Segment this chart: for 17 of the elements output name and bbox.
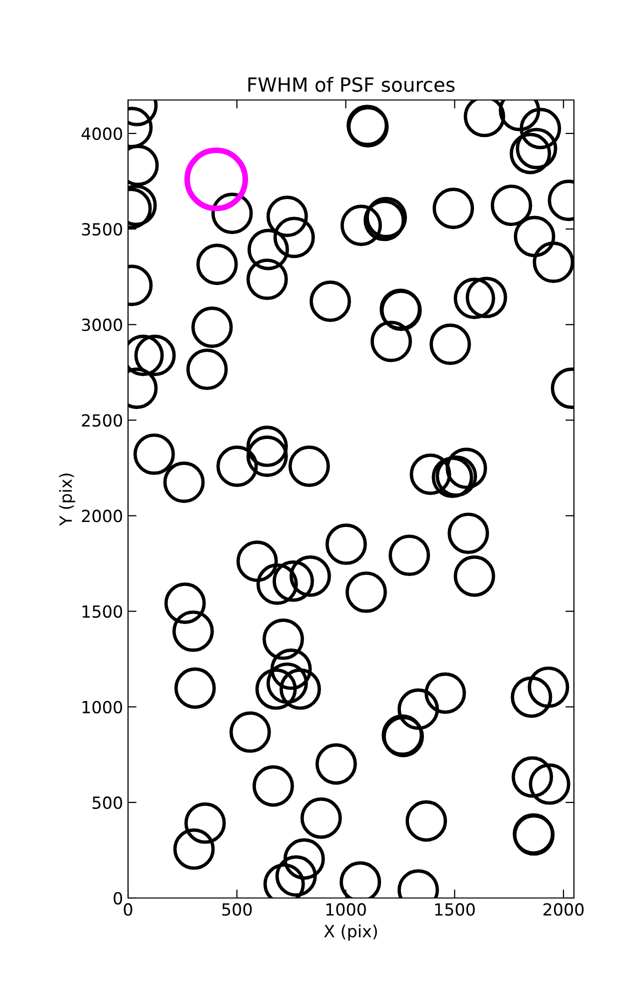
y-tick-label: 2500 [82, 414, 122, 427]
x-tick-label: 1500 [435, 903, 475, 916]
y-tick-label: 500 [92, 796, 122, 809]
x-tick-label: 0 [124, 903, 132, 916]
chart-title: FWHM of PSF sources [248, 76, 455, 92]
y-tick-label: 2000 [82, 510, 122, 522]
y-tick-label: 1000 [82, 700, 122, 714]
y-tick-label: 0 [114, 892, 122, 905]
x-tick-label: 500 [222, 903, 252, 916]
y-tick-label: 1500 [82, 605, 122, 618]
y-axis-title: Y (pix) [59, 474, 76, 526]
y-tick-label: 3500 [82, 222, 122, 236]
x-axis-title: X (pix) [324, 924, 377, 941]
x-tick-label: 1000 [326, 903, 366, 916]
y-tick-label: 3000 [82, 318, 122, 332]
y-tick-label: 4000 [82, 127, 122, 140]
x-tick-label: 2000 [544, 903, 584, 916]
